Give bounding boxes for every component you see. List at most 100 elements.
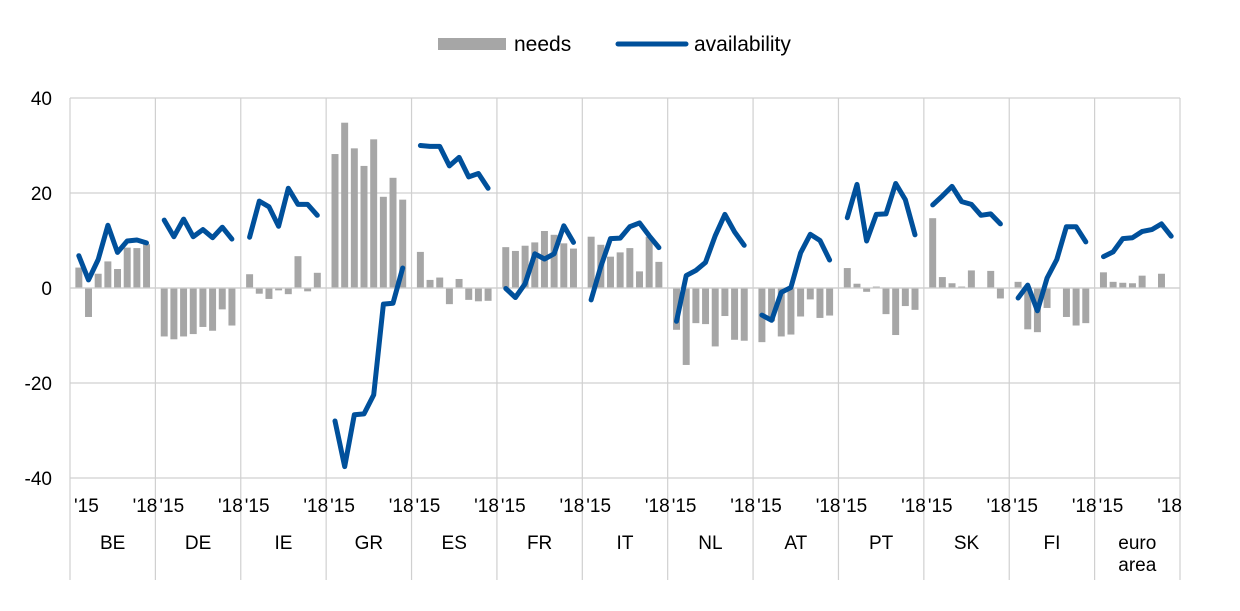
availability-line — [1101, 221, 1174, 260]
availability-line — [76, 222, 149, 283]
legend-label-needs: needs — [514, 33, 571, 56]
availability-line — [161, 216, 235, 242]
x-tick-label-start: '15 — [159, 496, 184, 517]
needs-bar — [692, 288, 700, 324]
needs-bar — [560, 243, 568, 288]
needs-bar — [170, 288, 178, 340]
needs-bar — [872, 286, 880, 288]
group-label: DE — [185, 533, 211, 554]
needs-bar — [853, 283, 861, 288]
x-tick-label-start: '15 — [416, 496, 441, 517]
x-tick-label-end: '18 — [1072, 496, 1097, 517]
x-tick-label-end: '18 — [901, 496, 926, 517]
needs-bar — [350, 148, 358, 288]
needs-bar — [160, 288, 168, 337]
needs-bar — [929, 218, 937, 288]
needs-bar — [228, 288, 236, 326]
needs-bar — [218, 288, 226, 310]
y-tick-label: -40 — [25, 469, 52, 490]
needs-bar — [104, 261, 112, 288]
needs-bar — [313, 272, 321, 288]
needs-bar — [958, 286, 966, 288]
x-tick-label-start: '15 — [1013, 496, 1038, 517]
y-axis: 40 20 0 -20 -40 — [25, 89, 52, 490]
availability-line — [417, 143, 491, 191]
needs-bar — [331, 154, 339, 288]
needs-bar — [1014, 281, 1022, 288]
x-tick-label-start: '15 — [672, 496, 697, 517]
y-tick-label: -20 — [25, 374, 52, 395]
needs-bar — [399, 199, 407, 288]
needs-bar — [1138, 275, 1146, 288]
availability-line — [674, 211, 747, 324]
group-label: FI — [1043, 533, 1060, 554]
needs-bar — [1072, 288, 1080, 326]
needs-bar — [702, 288, 710, 325]
availability-line — [332, 265, 406, 470]
needs-bar — [550, 234, 558, 288]
needs-bar — [521, 245, 529, 288]
x-tick-label-end: '18 — [303, 496, 328, 517]
needs-bar — [816, 288, 824, 318]
needs-bar — [1109, 281, 1117, 288]
x-tick-label-end: '18 — [986, 496, 1011, 517]
needs-bar — [645, 236, 653, 288]
needs-bar — [75, 267, 83, 288]
needs-bar — [416, 251, 424, 288]
needs-bar — [455, 278, 463, 288]
legend-swatch-needs — [438, 38, 506, 50]
x-tick-label-start: '15 — [586, 496, 611, 517]
x-tick-label-end: '18 — [133, 496, 158, 517]
needs-bar — [967, 270, 975, 288]
x-tick-label-end: '18 — [474, 496, 499, 517]
needs-bar — [304, 288, 312, 292]
x-tick-label-end: '18 — [816, 496, 841, 517]
group-label: PT — [869, 533, 894, 554]
availability-lines — [76, 143, 1174, 470]
group-label: AT — [784, 533, 807, 554]
needs-bar — [892, 288, 900, 336]
needs-bar — [379, 196, 387, 288]
needs-bar — [1158, 273, 1165, 288]
needs-bar — [731, 288, 739, 340]
needs-bar — [987, 270, 995, 288]
availability-line — [503, 223, 576, 300]
availability-line — [844, 181, 918, 244]
needs-bar — [265, 288, 273, 299]
needs-bar — [133, 248, 141, 288]
x-tick-label-start: '15 — [928, 496, 953, 517]
x-tick-label-start: '15 — [74, 496, 99, 517]
needs-bar — [787, 288, 795, 335]
needs-bar — [777, 288, 785, 337]
needs-bar — [85, 288, 92, 317]
needs-bar — [246, 274, 254, 288]
x-tick-label-end: '18 — [389, 496, 414, 517]
group-label: IE — [274, 533, 292, 554]
needs-bar — [721, 288, 729, 317]
needs-bar — [465, 288, 473, 300]
x-axis: '15'18BE'15'18DE'15'18IE'15'18GR'15'18ES… — [74, 496, 1182, 576]
needs-bar — [806, 288, 814, 300]
availability-line — [930, 183, 1003, 227]
group-separators — [69, 98, 1181, 580]
needs-bar — [294, 256, 302, 288]
needs-bar — [436, 277, 444, 288]
availability-line — [247, 185, 320, 240]
needs-bar — [360, 165, 368, 288]
needs-bar — [1082, 288, 1090, 324]
needs-bar — [189, 288, 197, 335]
needs-bar — [511, 250, 519, 288]
needs-bar — [474, 288, 482, 302]
needs-bar — [370, 139, 378, 288]
needs-bar — [626, 248, 634, 288]
needs-bar — [569, 248, 577, 288]
needs-bar — [275, 288, 283, 291]
group-label: euro — [1118, 533, 1156, 554]
needs-bar — [1119, 282, 1127, 288]
availability-line — [1015, 224, 1089, 314]
needs-bar — [616, 252, 624, 288]
needs-bar — [938, 277, 946, 288]
needs-bar — [636, 271, 643, 288]
needs-bar — [901, 288, 909, 307]
group-label: SK — [954, 533, 980, 554]
